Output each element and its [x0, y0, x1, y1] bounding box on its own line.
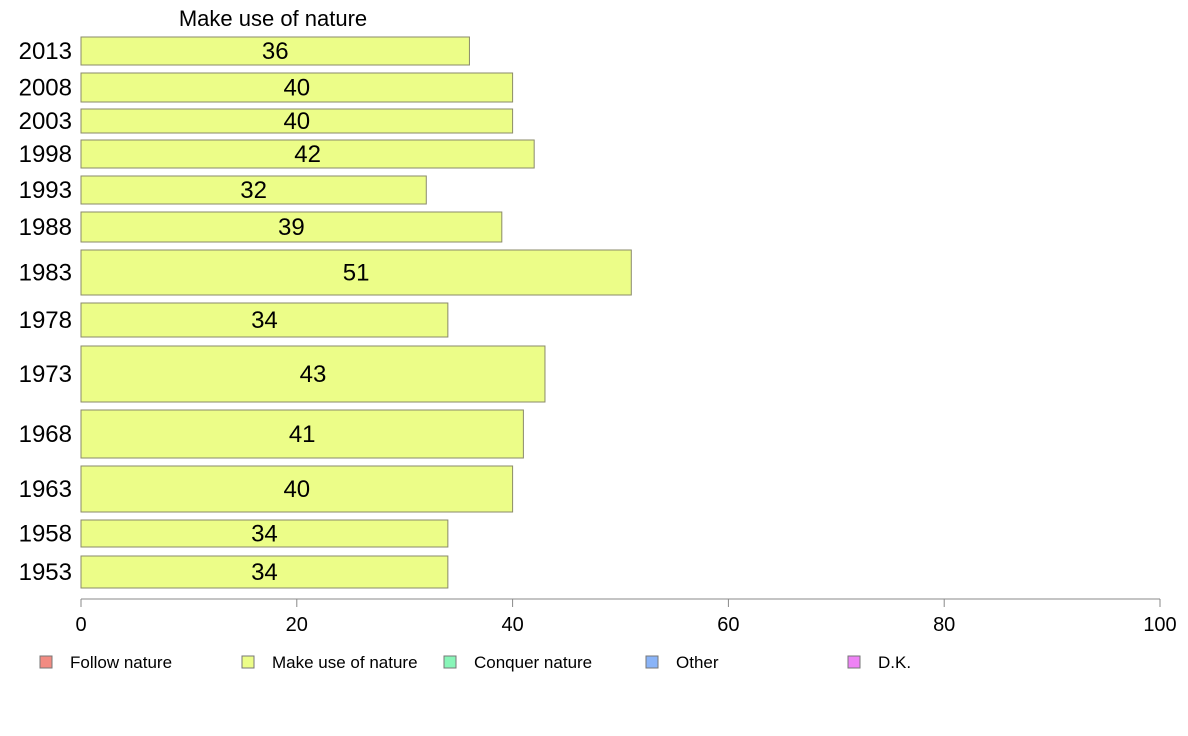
legend-swatch-make-use-of-nature: [241, 655, 255, 669]
value-label-2008: 40: [283, 75, 310, 102]
legend-label-other: Other: [676, 653, 719, 672]
x-tick-label-80: 80: [933, 614, 955, 636]
category-label-1978: 1978: [19, 307, 72, 334]
bar-2003: [80, 108, 514, 134]
chart-title: Make use of nature: [179, 6, 367, 31]
category-label-2003: 2003: [19, 108, 72, 135]
x-tick-label-100: 100: [1143, 614, 1176, 636]
bar-1988: [80, 211, 503, 243]
category-label-1983: 1983: [19, 260, 72, 287]
category-label-1953: 1953: [19, 559, 72, 586]
value-label-1963: 40: [283, 476, 310, 503]
bar-1973: [80, 345, 546, 403]
legend-swatch-conquer-nature: [443, 655, 457, 669]
legend-swatch-follow-nature: [39, 655, 53, 669]
bar-2013: [80, 36, 470, 66]
value-label-1968: 41: [289, 421, 316, 448]
category-label-2013: 2013: [19, 38, 72, 65]
category-label-1968: 1968: [19, 421, 72, 448]
value-label-1978: 34: [251, 307, 278, 334]
x-tick-label-40: 40: [501, 614, 523, 636]
value-label-1958: 34: [251, 521, 278, 548]
legend-swatch-d-k: [847, 655, 861, 669]
legend-label-make-use-of-nature: Make use of nature: [272, 653, 418, 672]
category-label-1963: 1963: [19, 476, 72, 503]
value-label-2013: 36: [262, 38, 289, 65]
bar-1968: [80, 409, 524, 459]
legend: Follow nature Make use of nature Conquer n…: [39, 653, 911, 672]
value-label-1988: 39: [278, 214, 305, 241]
bar-1963: [80, 465, 514, 513]
value-label-2003: 40: [283, 108, 310, 135]
category-label-2008: 2008: [19, 75, 72, 102]
bar-1958: [80, 519, 449, 548]
category-label-1973: 1973: [19, 361, 72, 388]
bar-1983: [80, 249, 632, 296]
bar-1998: [80, 139, 535, 169]
category-label-1993: 1993: [19, 177, 72, 204]
bar-1978: [80, 302, 449, 338]
value-label-1983: 51: [343, 260, 370, 287]
value-label-1973: 43: [300, 361, 327, 388]
bar-1953: [80, 555, 449, 589]
value-label-1953: 34: [251, 559, 278, 586]
bar-1993: [80, 175, 427, 205]
x-tick-label-20: 20: [286, 614, 308, 636]
x-tick-label-60: 60: [717, 614, 739, 636]
x-tick-label-0: 0: [75, 614, 86, 636]
legend-swatch-other: [645, 655, 659, 669]
category-label-1958: 1958: [19, 521, 72, 548]
legend-label-follow-nature: Follow nature: [70, 653, 172, 672]
legend-label-conquer-nature: Conquer nature: [474, 653, 592, 672]
bar-2008: [80, 72, 514, 103]
value-label-1993: 32: [240, 177, 267, 204]
category-label-1988: 1988: [19, 214, 72, 241]
x-axis: 0 20 40 60 80 100: [75, 598, 1177, 636]
value-label-1998: 42: [294, 141, 321, 168]
category-label-1998: 1998: [19, 141, 72, 168]
legend-label-d-k: D.K.: [878, 653, 911, 672]
bars: 2013 36 2008 40 2003 40 1998 42 1993 32 1988 39 1983…: [19, 36, 632, 589]
